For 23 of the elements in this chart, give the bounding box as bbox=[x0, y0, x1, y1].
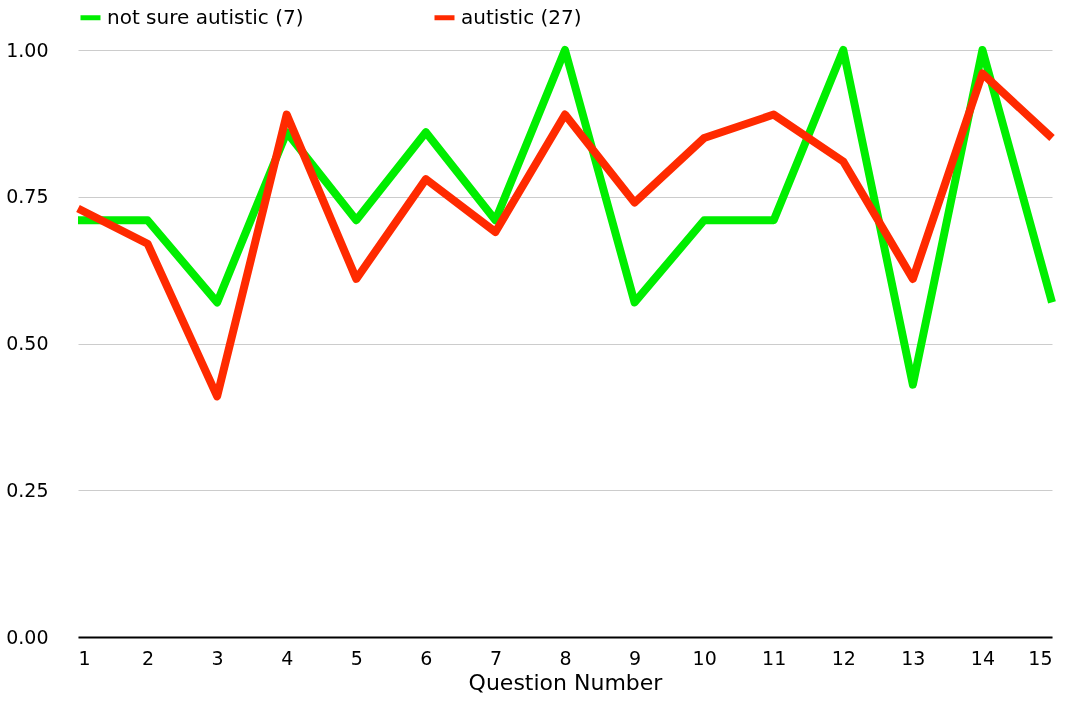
legend-label: not sure autistic (7) bbox=[107, 4, 304, 29]
y-tick-label: 1.00 bbox=[6, 38, 49, 61]
x-tick-label: 2 bbox=[142, 646, 155, 669]
x-tick-label: 8 bbox=[559, 646, 572, 669]
y-tick-label: 0.25 bbox=[6, 478, 49, 501]
x-tick-label: 11 bbox=[762, 646, 787, 669]
x-tick-label: 9 bbox=[629, 646, 642, 669]
x-tick-label: 4 bbox=[281, 646, 294, 669]
x-tick-label: 12 bbox=[831, 646, 856, 669]
x-tick-label: 6 bbox=[420, 646, 433, 669]
x-tick-label: 13 bbox=[901, 646, 926, 669]
x-axis-title: Question Number bbox=[468, 669, 664, 695]
x-tick-label: 5 bbox=[350, 646, 363, 669]
y-tick-label: 0.75 bbox=[6, 185, 49, 208]
x-tick-label: 14 bbox=[970, 646, 996, 669]
y-tick-label: 0.50 bbox=[6, 332, 49, 354]
x-tick-label: 1 bbox=[78, 646, 91, 669]
legend-label: autistic (27) bbox=[461, 4, 582, 29]
y-tick-label: 0.00 bbox=[6, 625, 49, 648]
x-tick-label: 15 bbox=[1028, 646, 1053, 669]
x-tick-label: 7 bbox=[489, 646, 502, 669]
x-tick-label: 3 bbox=[211, 646, 224, 669]
x-tick-label: 10 bbox=[692, 646, 717, 669]
